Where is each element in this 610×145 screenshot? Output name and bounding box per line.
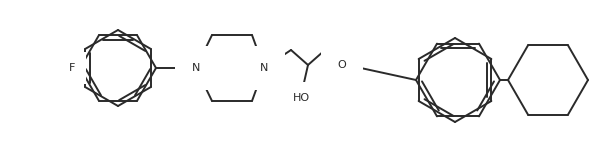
Text: F: F [68,63,75,73]
Text: N: N [260,63,268,73]
Text: N: N [192,63,200,73]
Text: O: O [337,60,346,70]
Text: HO: HO [292,93,309,103]
